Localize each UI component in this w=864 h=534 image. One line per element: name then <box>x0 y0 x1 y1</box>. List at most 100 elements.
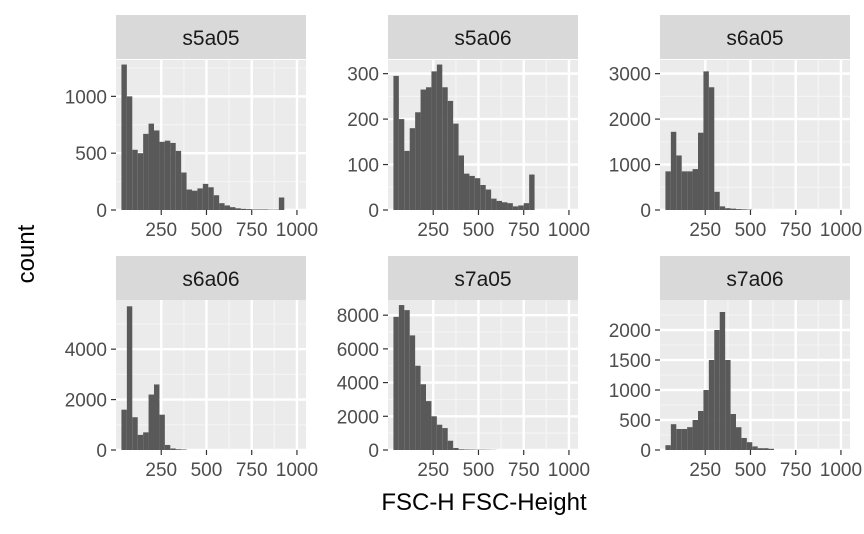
y-tick-label: 2000 <box>609 321 651 342</box>
histogram-bar <box>496 200 502 210</box>
histogram-bar <box>181 449 187 450</box>
histogram-bar <box>181 172 187 210</box>
histogram-bar <box>665 445 671 450</box>
x-tick-label: 1000 <box>820 460 862 481</box>
y-axis-title: count <box>13 224 40 283</box>
histogram-bar <box>278 197 285 210</box>
histogram-bar <box>154 130 160 210</box>
histogram-bar <box>746 442 753 450</box>
histogram-bar <box>154 384 160 450</box>
histogram-bar <box>447 440 454 450</box>
histogram-bar <box>409 335 416 450</box>
histogram-bar <box>393 316 399 450</box>
histogram-bar <box>687 171 693 210</box>
facet-panels: s5a05 0 500 1000 250 500 750 1000 s5a06 0 100 200 30… <box>65 15 862 481</box>
y-tick-label: 0 <box>368 441 379 462</box>
y-tick-label: 100 <box>347 156 379 177</box>
histogram-bar <box>159 414 165 450</box>
histogram-bar <box>676 155 682 210</box>
histogram-bar <box>426 401 432 450</box>
x-tick-label: 1000 <box>548 460 590 481</box>
histogram-bar <box>741 209 747 210</box>
histogram-bar <box>719 312 726 450</box>
facet-strip <box>116 256 306 300</box>
histogram-bar <box>208 187 214 210</box>
histogram-bar <box>698 132 704 210</box>
histogram-bar <box>132 417 138 450</box>
y-tick-label: 0 <box>640 201 651 222</box>
histogram-bar <box>464 173 470 210</box>
histogram-bar <box>719 206 726 210</box>
histogram-bar <box>757 448 764 450</box>
facet-strip-label: s6a05 <box>726 27 783 50</box>
histogram-bar <box>453 123 459 210</box>
histogram-bar <box>431 416 437 450</box>
histogram-bar <box>420 89 426 210</box>
histogram-bar <box>687 427 693 450</box>
histogram-bar <box>453 447 459 450</box>
histogram-bar <box>398 305 405 450</box>
histogram-bar <box>698 411 704 450</box>
histogram-bar <box>219 203 225 210</box>
y-tick-label: 1000 <box>65 87 107 108</box>
histogram-bar <box>230 207 236 210</box>
histogram-bar <box>736 427 742 450</box>
y-tick-label: 0 <box>368 201 379 222</box>
x-tick-label: 750 <box>780 220 812 241</box>
x-tick-label: 500 <box>463 460 495 481</box>
histogram-bar <box>458 155 464 210</box>
histogram-bar <box>725 360 731 450</box>
histogram-bar <box>197 188 203 210</box>
histogram-bar <box>262 209 268 210</box>
histogram-bar <box>714 191 720 210</box>
histogram-bar <box>240 208 247 210</box>
x-tick-label: 500 <box>191 220 223 241</box>
histogram-bar <box>126 96 133 210</box>
x-tick-label: 250 <box>417 460 449 481</box>
facet-panel-s6a05: s6a05 0 1000 2000 3000 250 500 750 1000 <box>609 15 862 241</box>
histogram-bar <box>224 205 230 210</box>
facet-panel-s5a06: s5a06 0 100 200 300 250 500 750 1000 <box>347 15 590 241</box>
histogram-bar <box>132 149 138 210</box>
histogram-bar <box>409 128 416 210</box>
y-tick-label: 500 <box>619 411 651 432</box>
histogram-bar <box>148 394 154 450</box>
histogram-bar <box>202 183 209 210</box>
histogram-bar <box>192 190 198 210</box>
histogram-bar <box>703 71 709 210</box>
histogram-bar <box>143 133 149 210</box>
facet-strip <box>660 256 850 300</box>
histogram-bar <box>420 384 426 450</box>
histogram-bar <box>752 446 758 450</box>
histogram-bar <box>121 64 127 210</box>
facet-panel-s7a06: s7a06 0 500 1000 1500 2000 250 500 750 1000 <box>609 256 862 481</box>
histogram-bar <box>725 208 731 210</box>
facet-panel-s5a05: s5a05 0 500 1000 250 500 750 1000 <box>65 15 318 241</box>
histogram-bar <box>235 208 241 210</box>
histogram-bar <box>213 195 220 210</box>
histogram-bar <box>665 171 671 210</box>
histogram-bar <box>458 449 464 450</box>
histogram-bar <box>474 178 481 210</box>
x-tick-label: 250 <box>689 220 721 241</box>
histogram-bar <box>730 414 736 450</box>
histogram-bar <box>251 209 258 210</box>
histogram-bar <box>257 209 263 210</box>
histogram-bar <box>398 119 405 210</box>
x-tick-label: 750 <box>236 460 268 481</box>
y-tick-label: 2000 <box>65 391 107 412</box>
x-tick-label: 500 <box>735 220 767 241</box>
facet-panel-s6a06: s6a06 0 2000 4000 250 500 750 1000 <box>65 256 318 481</box>
histogram-bar <box>681 429 688 450</box>
histogram-bar <box>464 449 470 450</box>
histogram-bar <box>469 175 475 210</box>
histogram-bar <box>518 205 524 210</box>
y-tick-label: 300 <box>347 65 379 86</box>
x-tick-label: 250 <box>417 220 449 241</box>
histogram-bar <box>507 203 513 210</box>
histogram-bar <box>491 198 497 210</box>
y-tick-label: 500 <box>75 144 107 165</box>
histogram-bar <box>692 420 698 450</box>
x-tick-label: 500 <box>463 220 495 241</box>
